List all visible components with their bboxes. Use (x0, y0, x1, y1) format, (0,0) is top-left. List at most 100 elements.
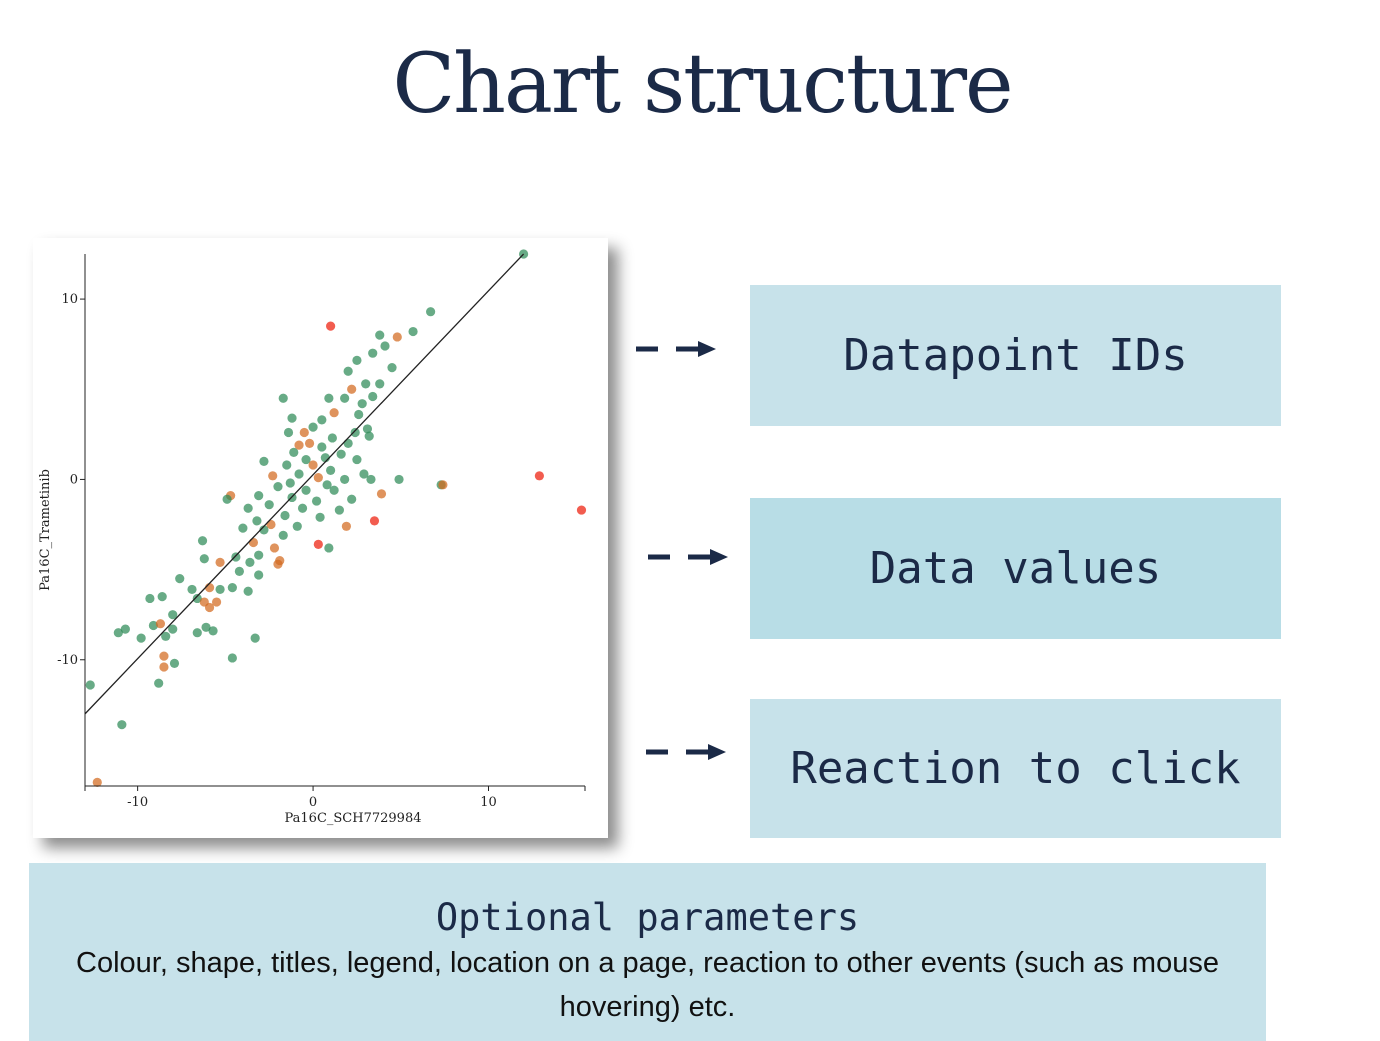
data-point (347, 494, 357, 504)
data-point (113, 628, 123, 638)
data-point (301, 454, 311, 465)
data-point (201, 622, 211, 632)
data-point (215, 557, 225, 567)
data-point (154, 678, 164, 688)
data-point (340, 393, 350, 403)
data-point (215, 584, 225, 595)
data-point (366, 474, 376, 485)
data-point (576, 505, 587, 515)
data-point (438, 480, 448, 490)
data-point (369, 516, 380, 526)
arrow-icon (636, 341, 716, 357)
data-point (250, 633, 260, 643)
data-point (117, 720, 127, 730)
data-point (387, 363, 397, 373)
data-point (238, 523, 248, 533)
data-point (254, 491, 264, 501)
data-point (380, 341, 390, 351)
data-point (273, 482, 283, 492)
data-point (340, 474, 350, 485)
data-point (199, 554, 209, 564)
data-point (315, 512, 325, 522)
y-tick-label: -10 (57, 653, 78, 668)
ticks-layer: -10 0 10 10 0 -10 (57, 292, 586, 810)
data-point (268, 471, 278, 481)
data-point (169, 658, 180, 668)
data-point (85, 680, 95, 690)
data-point (259, 456, 269, 466)
data-point (299, 427, 309, 438)
data-point (283, 427, 294, 438)
data-point (341, 521, 352, 531)
data-point (187, 584, 197, 595)
data-point (301, 485, 311, 495)
data-point (304, 438, 315, 448)
data-point (148, 620, 159, 631)
data-point (227, 653, 237, 663)
data-point (392, 332, 402, 342)
x-axis-label: Pa16C_SCH7729984 (285, 811, 422, 826)
data-point (297, 503, 308, 513)
data-point (408, 326, 418, 337)
data-point (292, 521, 302, 531)
data-point (350, 427, 360, 438)
optional-parameters-description: Colour, shape, titles, legend, location … (76, 947, 1219, 1023)
data-point (322, 480, 332, 490)
data-point (136, 633, 146, 643)
data-point (359, 469, 369, 479)
data-point (231, 552, 241, 562)
data-point (326, 321, 336, 331)
datapoint-ids-box: Datapoint IDs (750, 285, 1281, 426)
data-point (308, 460, 318, 470)
data-point (278, 530, 288, 540)
data-point (157, 592, 167, 602)
data-point (336, 449, 346, 459)
data-point (161, 631, 171, 641)
data-point (278, 393, 288, 403)
data-point (375, 330, 385, 340)
data-point (343, 438, 353, 448)
data-point (234, 566, 244, 576)
data-point (361, 379, 371, 389)
data-point (280, 510, 290, 521)
data-point (259, 525, 269, 535)
data-point (308, 422, 318, 432)
data-point (287, 413, 297, 423)
data-point (254, 570, 264, 580)
data-point (343, 366, 353, 376)
data-point (159, 651, 169, 661)
data-point (329, 485, 339, 495)
data-point (376, 489, 387, 499)
data-point (168, 610, 178, 620)
data-point (159, 662, 169, 672)
data-point (204, 583, 215, 593)
data-point (192, 628, 202, 638)
slide-title: Chart structure (392, 37, 1013, 132)
data-point (243, 503, 253, 513)
data-point (334, 505, 344, 515)
data-point (222, 494, 232, 504)
data-point (317, 442, 327, 452)
data-point (243, 586, 253, 596)
data-point (311, 496, 322, 506)
data-point (227, 583, 237, 593)
data-point (394, 474, 404, 485)
data-point (324, 543, 334, 553)
data-point (375, 379, 385, 389)
fit-line (84, 253, 525, 715)
data-point (92, 777, 102, 787)
data-point (313, 473, 323, 483)
optional-parameters-box: Optional parameters Colour, shape, title… (29, 863, 1266, 1041)
data-point (168, 624, 178, 634)
points-layer (85, 249, 587, 787)
x-tick-label: -10 (127, 795, 148, 810)
data-point (211, 597, 222, 607)
y-axis-label: Pa16C_Trametinib (38, 469, 53, 591)
data-values-box: Data values (750, 498, 1281, 639)
data-point (282, 460, 292, 470)
data-point (326, 465, 336, 476)
data-point (362, 424, 373, 434)
data-point (347, 384, 357, 394)
data-point (145, 593, 155, 604)
data-point (204, 602, 215, 613)
